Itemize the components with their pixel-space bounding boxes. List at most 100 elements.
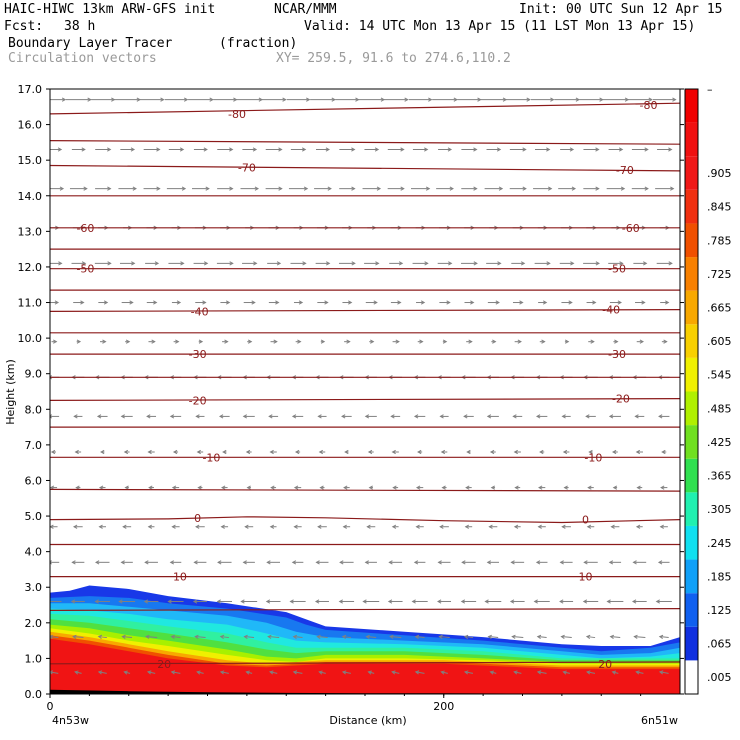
wind-vector-head bbox=[348, 300, 353, 305]
wind-vector bbox=[146, 414, 157, 419]
wind-vector-head bbox=[585, 634, 591, 640]
wind-vector bbox=[655, 186, 675, 191]
wind-vector bbox=[539, 339, 546, 344]
wind-vector bbox=[564, 339, 570, 344]
wind-vector bbox=[438, 147, 453, 152]
wind-vector bbox=[505, 97, 531, 102]
wind-vector-head bbox=[54, 300, 60, 305]
circulation-vectors bbox=[50, 97, 677, 675]
wind-vector-head bbox=[222, 449, 227, 455]
wind-vector-head bbox=[586, 670, 591, 675]
colorbar-frame bbox=[684, 88, 699, 695]
wind-vector bbox=[100, 339, 107, 344]
wind-vector-head bbox=[229, 147, 234, 152]
wind-vector bbox=[486, 147, 502, 152]
wind-vector-head bbox=[522, 147, 527, 152]
wind-vector bbox=[265, 186, 283, 191]
x-axis-title: Distance (km) bbox=[329, 714, 406, 727]
wind-vector-head bbox=[631, 599, 637, 604]
wind-vector-head bbox=[670, 186, 675, 191]
wind-vector-head bbox=[392, 485, 397, 490]
wind-vector bbox=[119, 261, 136, 266]
wind-vector-head bbox=[512, 414, 517, 419]
wind-vector-head bbox=[520, 261, 526, 266]
wind-vector-head bbox=[488, 524, 493, 529]
wind-vector-head bbox=[441, 485, 446, 490]
wind-vector-head bbox=[497, 261, 502, 266]
wind-vector bbox=[412, 147, 429, 152]
wind-vector bbox=[168, 261, 185, 266]
contour-label: -50 bbox=[608, 263, 626, 276]
wind-vector bbox=[145, 261, 160, 266]
terrain-surface bbox=[50, 689, 680, 694]
colorbar-swatch bbox=[685, 391, 698, 426]
wind-vector bbox=[660, 485, 668, 490]
contour-label: 0 bbox=[582, 514, 589, 527]
wind-vector-head bbox=[575, 97, 581, 102]
wind-vector-shaft bbox=[634, 636, 646, 639]
wind-vector bbox=[266, 560, 281, 565]
wind-vector-head bbox=[659, 524, 664, 529]
wind-vector-head bbox=[123, 670, 128, 675]
wind-vector-head bbox=[324, 300, 329, 305]
y-tick-label: 1.0 bbox=[25, 652, 43, 665]
wind-vector bbox=[50, 524, 58, 529]
wind-vector bbox=[484, 186, 504, 191]
wind-vector-head bbox=[156, 186, 161, 191]
wind-vector-head bbox=[344, 449, 349, 455]
contour-label: -80 bbox=[228, 108, 246, 121]
wind-vector bbox=[364, 261, 380, 266]
colorbar-swatch bbox=[685, 660, 698, 694]
wind-vector bbox=[415, 524, 424, 529]
wind-vector bbox=[193, 147, 208, 152]
wind-vector-head bbox=[571, 186, 577, 191]
colorbar-label: .125 bbox=[707, 604, 732, 617]
wind-vector-head bbox=[611, 670, 617, 675]
wind-vector-head bbox=[170, 670, 176, 675]
wind-vector bbox=[390, 300, 402, 305]
wind-vector bbox=[147, 524, 155, 529]
wind-vector-head bbox=[269, 670, 274, 675]
y-tick-label: 2.0 bbox=[25, 617, 43, 630]
field-name: Boundary Layer Tracer bbox=[8, 36, 173, 51]
wind-vector bbox=[383, 97, 409, 102]
wind-vector-head bbox=[153, 300, 158, 305]
wind-vector-head bbox=[195, 414, 200, 419]
wind-vector bbox=[167, 599, 184, 604]
wind-vector-head bbox=[639, 339, 645, 344]
wind-vector-head bbox=[107, 147, 112, 152]
org-label: NCAR/MMM bbox=[274, 2, 337, 17]
wind-vector-head bbox=[397, 300, 402, 305]
wind-vector bbox=[51, 339, 58, 344]
wind-vector bbox=[196, 670, 204, 675]
wind-vector-head bbox=[550, 97, 555, 102]
wind-vector bbox=[436, 186, 454, 191]
wind-vector-head bbox=[634, 414, 639, 419]
wind-vector bbox=[213, 97, 238, 102]
wind-vector-shaft bbox=[415, 671, 425, 674]
colorbar-label: .185 bbox=[707, 570, 732, 583]
wind-vector bbox=[661, 339, 668, 344]
wind-vector bbox=[437, 599, 452, 604]
wind-vector bbox=[411, 599, 428, 604]
wind-vector-head bbox=[58, 261, 63, 266]
wind-vector bbox=[366, 524, 376, 529]
wind-vector-head bbox=[391, 524, 397, 529]
model-title: HAIC-HIWC 13km ARW-GFS init bbox=[4, 2, 216, 17]
wind-vector-head bbox=[513, 524, 519, 529]
wind-vector-head bbox=[195, 524, 200, 529]
vector-name: Circulation vectors bbox=[8, 51, 157, 66]
wind-vector bbox=[362, 186, 382, 191]
wind-vector bbox=[73, 414, 83, 419]
wind-vector bbox=[391, 670, 400, 675]
contour-line bbox=[50, 516, 680, 524]
wind-vector-head bbox=[635, 670, 640, 675]
wind-vector-head bbox=[541, 339, 546, 344]
wind-vector bbox=[171, 300, 182, 305]
wind-vector-head bbox=[179, 147, 185, 152]
wind-vector-shaft bbox=[293, 636, 303, 639]
contour-label: -60 bbox=[622, 222, 640, 235]
wind-vector-head bbox=[586, 524, 592, 529]
contour-line bbox=[50, 102, 680, 115]
wind-vector bbox=[316, 634, 328, 639]
